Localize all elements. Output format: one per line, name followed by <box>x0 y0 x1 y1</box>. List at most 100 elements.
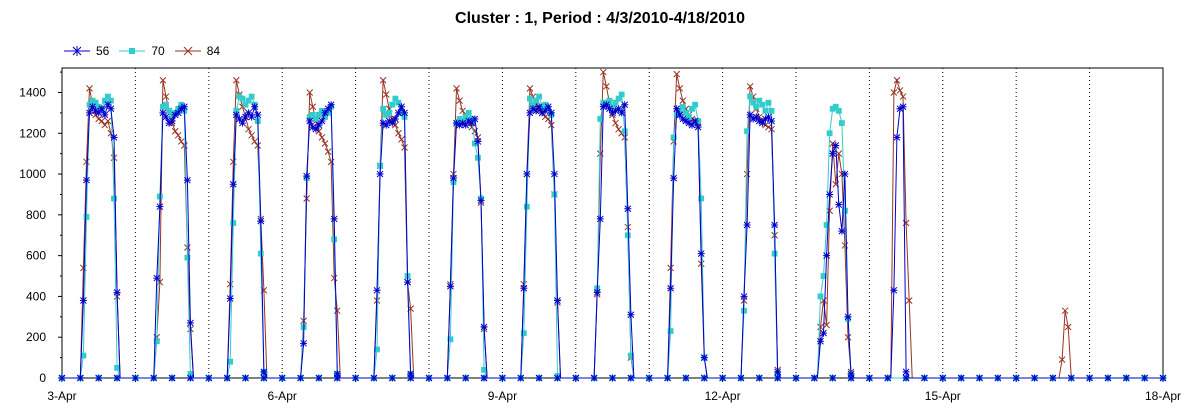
data-point <box>679 103 686 110</box>
data-point <box>245 109 253 117</box>
data-point <box>768 107 775 114</box>
data-point <box>538 109 546 117</box>
x-tick-label: 15-Apr <box>925 389 961 403</box>
data-point <box>306 89 314 96</box>
data-point <box>572 374 580 382</box>
data-point <box>131 374 139 382</box>
data-point <box>98 117 106 125</box>
data-point <box>1012 374 1020 382</box>
data-point <box>832 103 839 110</box>
data-point <box>370 374 378 382</box>
data-point <box>92 99 99 106</box>
data-point <box>792 374 800 382</box>
data-point <box>740 292 748 300</box>
data-point <box>590 374 598 382</box>
data-point <box>333 374 341 382</box>
data-point <box>768 117 776 125</box>
data-point <box>596 215 604 223</box>
data-point <box>550 170 558 178</box>
data-point <box>401 144 408 151</box>
data-point <box>447 336 454 343</box>
legend-label: 70 <box>151 44 165 58</box>
data-point <box>111 195 117 202</box>
data-point <box>847 374 855 382</box>
data-point <box>388 374 396 382</box>
data-point <box>379 76 387 84</box>
data-point <box>165 119 173 127</box>
data-point <box>318 133 326 141</box>
data-point <box>612 99 619 106</box>
data-point <box>820 329 828 337</box>
x-tick-label: 6-Apr <box>268 389 297 403</box>
data-point <box>397 103 405 111</box>
data-point <box>278 374 286 382</box>
data-point <box>171 127 179 135</box>
data-point <box>312 116 319 122</box>
data-point <box>76 374 84 382</box>
data-point <box>303 172 311 180</box>
legend-item-84: 84 <box>174 44 220 58</box>
data-point <box>254 111 262 119</box>
data-point <box>893 133 901 141</box>
data-point <box>835 201 843 209</box>
data-point <box>89 103 97 111</box>
data-point <box>541 107 549 115</box>
data-point <box>609 374 616 382</box>
data-point <box>159 109 167 117</box>
data-point <box>392 95 399 102</box>
data-point <box>899 93 907 100</box>
y-tick-label: 1200 <box>19 126 46 140</box>
data-point <box>83 213 90 220</box>
data-point <box>95 109 103 117</box>
legend-swatch <box>64 46 90 56</box>
data-point <box>186 319 194 327</box>
data-point <box>618 91 625 98</box>
data-point <box>823 252 831 260</box>
data-point <box>321 140 329 147</box>
data-point <box>324 105 332 113</box>
data-point <box>407 374 415 382</box>
data-point <box>474 137 482 145</box>
data-point <box>529 105 537 113</box>
data-point <box>692 101 698 108</box>
data-point <box>667 264 674 272</box>
data-point <box>110 133 118 141</box>
data-point <box>162 113 170 121</box>
data-point <box>177 105 185 113</box>
data-point <box>817 293 824 300</box>
data-point <box>159 76 167 84</box>
y-tick-label: 800 <box>26 208 46 222</box>
data-point <box>612 119 619 127</box>
data-point <box>242 101 249 108</box>
data-point <box>104 117 112 125</box>
data-point <box>315 121 323 129</box>
data-point <box>832 142 840 149</box>
data-point <box>905 297 913 304</box>
legend-item-70: 70 <box>119 44 165 58</box>
data-point <box>177 138 185 145</box>
data-point <box>404 278 412 286</box>
data-point <box>691 117 699 125</box>
data-point <box>679 97 687 104</box>
data-point <box>682 117 690 125</box>
data-point <box>92 107 100 115</box>
data-point <box>156 203 164 211</box>
data-point <box>676 85 684 92</box>
data-point <box>300 339 308 347</box>
data-point <box>481 366 487 373</box>
data-point <box>95 115 103 123</box>
data-point <box>719 374 727 382</box>
data-point <box>890 286 898 294</box>
data-point <box>459 107 466 115</box>
legend-swatch <box>174 46 201 56</box>
data-point <box>758 119 766 127</box>
data-point <box>737 374 745 382</box>
data-point <box>248 113 256 121</box>
data-point <box>771 250 778 257</box>
data-point <box>697 250 705 258</box>
data-point <box>746 83 754 90</box>
data-point <box>394 109 402 117</box>
data-point <box>615 125 622 133</box>
data-point <box>553 374 561 382</box>
